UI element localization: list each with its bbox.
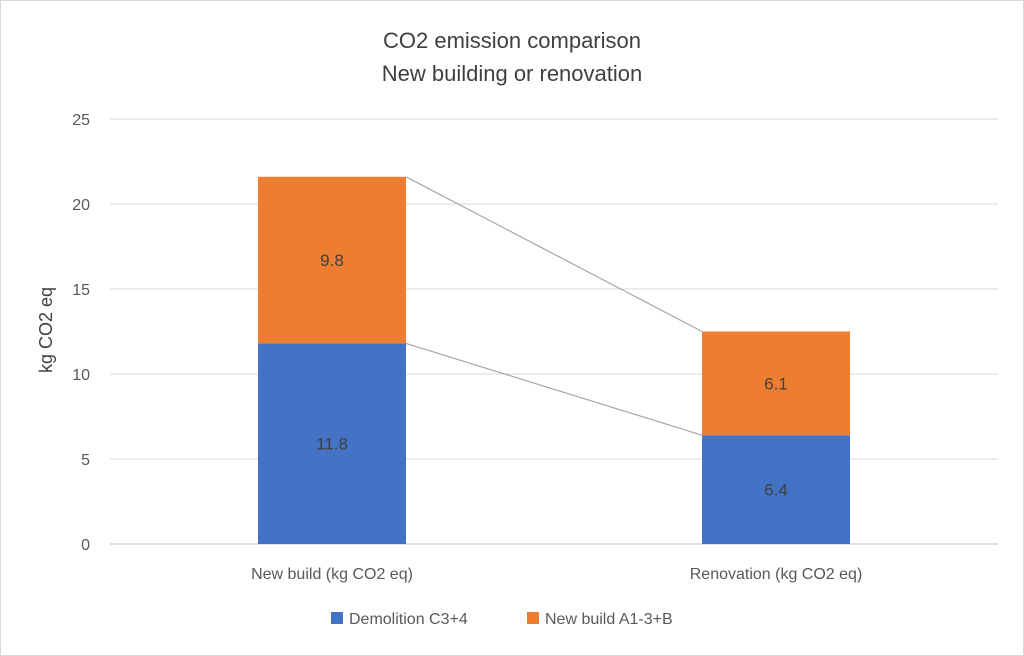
series-line	[405, 176, 703, 333]
bar-segment	[702, 435, 850, 544]
x-category-label: Renovation (kg CO2 eq)	[690, 566, 863, 583]
x-category-label: New build (kg CO2 eq)	[251, 566, 413, 583]
y-tick-label: 15	[72, 282, 90, 299]
data-labels: 11.8 9.8 6.4 6.1	[316, 251, 788, 500]
data-label: 11.8	[316, 435, 348, 454]
gridlines	[110, 118, 998, 545]
y-tick-labels: 0 5 10 15 20 25	[72, 112, 90, 554]
chart-title-line-1: CO2 emission comparison	[383, 28, 641, 53]
data-label: 9.8	[320, 251, 344, 270]
legend-label: New build A1-3+B	[545, 611, 673, 628]
bar-segment	[258, 343, 406, 544]
legend-swatch	[527, 612, 539, 624]
data-label: 6.4	[764, 481, 788, 500]
y-tick-label: 10	[72, 367, 90, 384]
data-label: 6.1	[764, 374, 788, 393]
bar-segment	[702, 331, 850, 436]
y-axis-label: kg CO2 eq	[36, 287, 56, 373]
y-tick-label: 0	[81, 537, 90, 554]
x-category-labels: New build (kg CO2 eq) Renovation (kg CO2 …	[251, 566, 862, 583]
legend-label: Demolition C3+4	[349, 611, 468, 628]
y-tick-label: 25	[72, 112, 90, 129]
y-tick-label: 20	[72, 197, 90, 214]
bars	[258, 176, 850, 544]
series-line	[405, 342, 703, 436]
bar-segment	[258, 176, 406, 344]
chart-title-line-2: New building or renovation	[382, 61, 643, 86]
legend: Demolition C3+4 New build A1-3+B	[331, 611, 673, 628]
y-tick-label: 5	[81, 452, 90, 469]
series-lines	[405, 176, 703, 436]
legend-swatch	[331, 612, 343, 624]
